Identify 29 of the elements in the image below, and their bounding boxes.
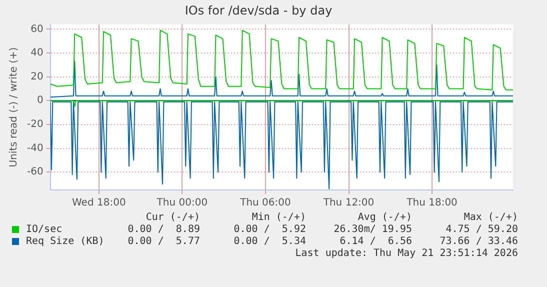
text: 0.00 / 5.92 [234, 224, 306, 235]
text: 26.30m/ 19.95 [334, 224, 412, 235]
text: Avg (-/+) [358, 212, 412, 223]
text: 0.00 / 5.34 [234, 236, 306, 247]
chart-title: IOs for /dev/sda - by day [184, 3, 332, 18]
text: 73.66 / 33.46 [440, 236, 518, 247]
x-tick-label: Thu 00:00 [156, 198, 208, 209]
y-tick-label: 60 [30, 24, 44, 35]
x-tick-label: Thu 06:00 [239, 198, 291, 209]
x-tick-label: Wed 18:00 [72, 198, 126, 209]
y-tick-label: -40 [26, 142, 44, 154]
text: 0.00 / 5.77 [128, 236, 200, 247]
text: 4.75 / 59.20 [446, 224, 518, 235]
x-tick-label: Thu 12:00 [322, 198, 374, 209]
text: Min (-/+) [252, 212, 306, 223]
y-axis-title: Units read (-) / write (+) [8, 47, 20, 168]
y-tick-label: -20 [26, 119, 44, 130]
y-tick-label: 20 [30, 71, 44, 82]
text: Cur (-/+) [146, 212, 200, 223]
text: Last update: Thu May 21 23:51:14 2026 [295, 248, 518, 259]
text: 0.00 / 8.89 [128, 224, 200, 235]
x-tick-label: Thu 18:00 [406, 198, 458, 209]
text: 6.14 / 6.56 [340, 236, 412, 247]
legend-label: IO/sec [26, 224, 62, 235]
y-tick-label: 40 [30, 48, 44, 59]
legend-label: Req Size (KB) [26, 236, 104, 247]
y-tick-label: 0 [36, 95, 44, 106]
text: Max (-/+) [464, 212, 518, 223]
y-tick-label: -60 [26, 166, 44, 178]
